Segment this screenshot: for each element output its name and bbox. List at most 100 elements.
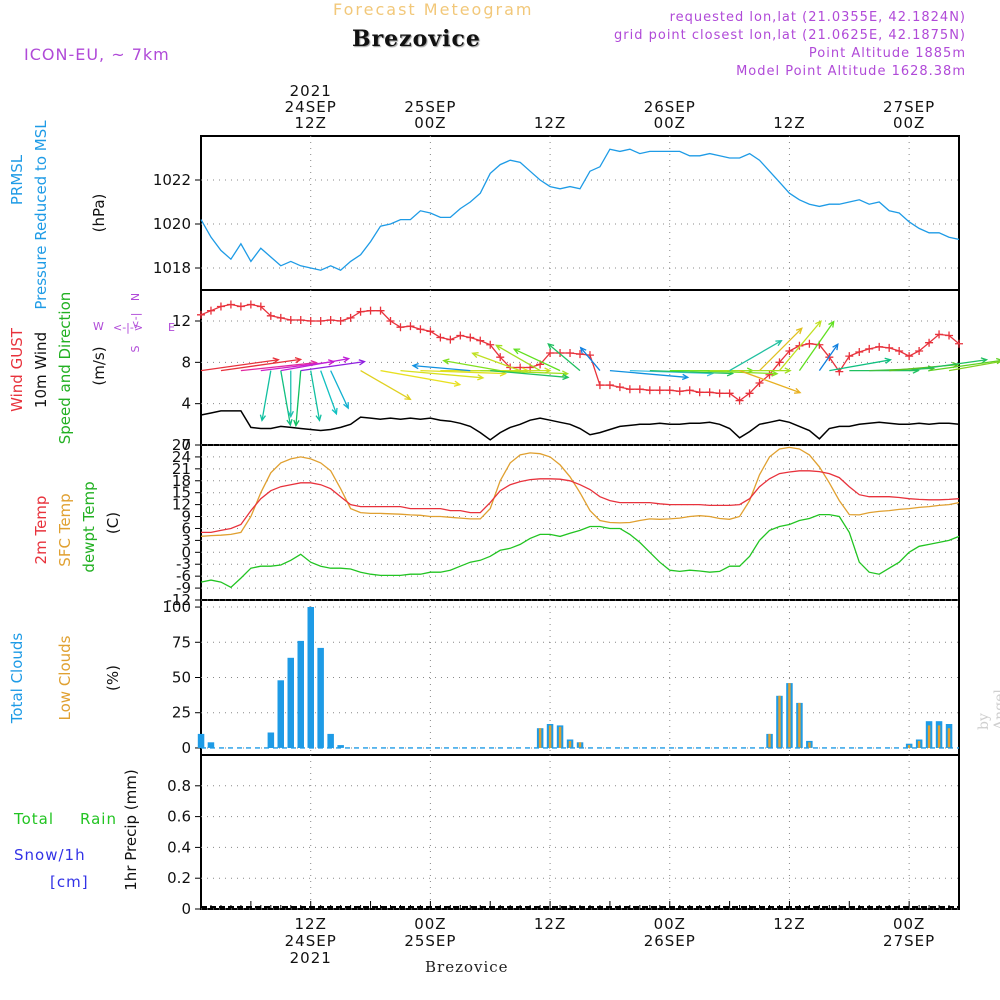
sfc-temp-line bbox=[200, 446, 960, 538]
wind-gust-point bbox=[705, 388, 714, 397]
wind-vector-head bbox=[471, 352, 479, 359]
panel-frame-0 bbox=[200, 135, 960, 291]
wind-vector-head bbox=[681, 373, 690, 381]
y-tick-label: 0 bbox=[181, 436, 191, 454]
wind-gust-point bbox=[635, 385, 644, 394]
bottom-time-label: 2021 bbox=[290, 949, 332, 967]
wind-vector bbox=[280, 357, 349, 372]
wind-vector-head bbox=[411, 362, 419, 370]
wind-gust-point bbox=[715, 389, 724, 398]
y-tick-label: 0 bbox=[181, 739, 191, 757]
compass-ns-arrow: <-| bbox=[129, 313, 142, 330]
wind-gust-point bbox=[226, 300, 235, 309]
low-cloud-bar bbox=[548, 725, 552, 748]
y-tick-label: -3 bbox=[176, 555, 191, 573]
y-tick-label: 4 bbox=[181, 395, 191, 413]
wind-gust-point bbox=[316, 317, 325, 325]
wind-gust-point bbox=[805, 339, 814, 348]
total-cloud-bar bbox=[197, 733, 205, 748]
low-cloud-bar bbox=[947, 728, 951, 748]
wind-gust-point bbox=[386, 317, 395, 325]
wind-vector-head bbox=[784, 367, 792, 374]
wind-gust-point bbox=[905, 352, 914, 361]
y-tick-label: -9 bbox=[176, 579, 191, 597]
y-tick-label: 25 bbox=[172, 704, 191, 722]
wind-vector bbox=[320, 370, 338, 415]
wind-gust-point bbox=[915, 346, 924, 355]
wind-gust-point bbox=[595, 381, 604, 390]
y-tick-label: 100 bbox=[162, 598, 191, 616]
sfc-temp-label: SFC Temp bbox=[56, 493, 74, 566]
wind-vector bbox=[547, 343, 581, 372]
t2m-line bbox=[201, 470, 960, 534]
bottom-time-label: 12Z bbox=[534, 915, 566, 933]
top-time-label: 24SEP bbox=[285, 98, 337, 116]
wind-unit: (m/s) bbox=[90, 346, 108, 385]
wind-vector-head bbox=[547, 343, 555, 350]
bottom-time-label: 00Z bbox=[414, 915, 446, 933]
wind-gust-point bbox=[675, 387, 684, 396]
total-cloud-bar bbox=[327, 733, 334, 748]
wind-vector bbox=[380, 369, 460, 386]
wind-vector bbox=[420, 369, 506, 375]
wind-vector-head bbox=[442, 358, 450, 365]
bottom-time-label: 24SEP bbox=[285, 932, 337, 950]
wind-gust-point bbox=[645, 386, 654, 395]
wind-vector bbox=[300, 360, 365, 372]
wind-gust-point bbox=[855, 348, 864, 356]
low-cloud-bar bbox=[907, 745, 911, 748]
wind-vector-head bbox=[404, 394, 412, 401]
compass-n: N bbox=[129, 293, 142, 301]
wind-vector bbox=[609, 369, 688, 379]
wind-gust-point bbox=[795, 341, 804, 350]
total-cloud-bar bbox=[297, 640, 304, 748]
wind-gust-point bbox=[396, 323, 405, 332]
grid-point-coords: grid point closest lon,lat (21.0625E, 42… bbox=[614, 28, 966, 43]
y-tick-label: 0.8 bbox=[167, 777, 191, 795]
y-tick-label: 3 bbox=[181, 531, 191, 549]
wind-vector-head bbox=[828, 320, 835, 328]
wind-gust-point bbox=[476, 336, 485, 345]
low-cloud-bar bbox=[538, 728, 542, 748]
compass-w: W bbox=[93, 320, 104, 333]
wind-gust-point bbox=[197, 310, 205, 319]
y-tick-label: 15 bbox=[172, 484, 191, 502]
wind-vector bbox=[739, 369, 801, 394]
wind-gust-point bbox=[266, 311, 275, 320]
wind-gust-point bbox=[685, 386, 694, 395]
y-tick-label: 1018 bbox=[153, 259, 191, 277]
wind-vector bbox=[490, 369, 569, 379]
wind-gust-point bbox=[955, 339, 963, 348]
wind-vector-head bbox=[293, 419, 300, 428]
wind-vector-head bbox=[342, 356, 351, 363]
wind-speed-line bbox=[200, 410, 960, 441]
wind-gust-point bbox=[366, 306, 375, 315]
wind-10m-label: 10m Wind bbox=[32, 332, 50, 408]
wind-gust-point bbox=[566, 349, 575, 358]
wind-vector bbox=[928, 359, 1000, 372]
top-time-label: 12Z bbox=[295, 114, 327, 132]
model-altitude: Model Point Altitude 1628.38m bbox=[736, 64, 966, 79]
total-rain-label-total: Total bbox=[13, 810, 54, 828]
wind-vector-head bbox=[358, 359, 366, 366]
low-cloud-bar bbox=[917, 740, 921, 748]
wind-gust-point bbox=[895, 346, 904, 355]
wind-vector-head bbox=[294, 356, 303, 364]
y-tick-label: 75 bbox=[172, 633, 191, 651]
wind-gust-point bbox=[725, 389, 734, 398]
wind-vector bbox=[778, 320, 822, 372]
wind-vector bbox=[798, 321, 835, 371]
wind-vector bbox=[200, 359, 279, 372]
wind-gust-point bbox=[695, 388, 704, 397]
temp-unit: (C) bbox=[104, 512, 122, 534]
wind-gust-point bbox=[326, 315, 335, 324]
wind-gust-point bbox=[496, 353, 505, 362]
wind-vector bbox=[649, 369, 733, 375]
wind-gust-point bbox=[296, 315, 305, 324]
wind-gust-point bbox=[356, 307, 365, 316]
wind-vector bbox=[495, 344, 541, 372]
wind-vector bbox=[580, 347, 601, 372]
wind-gust-point bbox=[256, 302, 265, 311]
wind-gust-point bbox=[775, 358, 784, 367]
